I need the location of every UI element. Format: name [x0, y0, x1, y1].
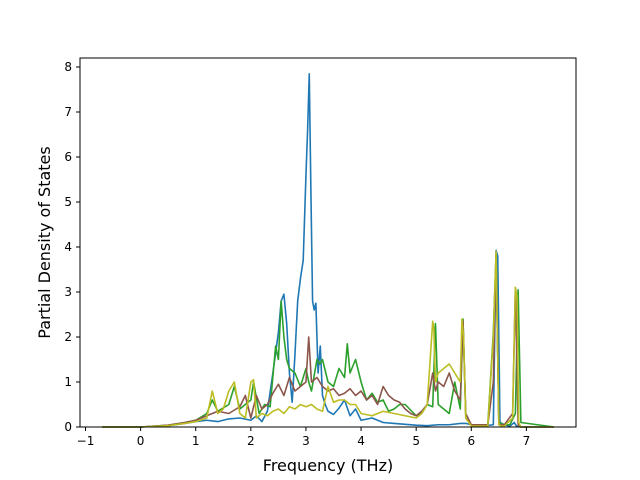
series-line-2	[102, 252, 555, 428]
y-tick-label: 6	[64, 150, 72, 164]
x-axis-label: Frequency (THz)	[263, 456, 393, 475]
y-tick-label: 7	[64, 105, 72, 119]
x-tick-label: −1	[77, 434, 95, 448]
x-tick-label: 5	[412, 434, 420, 448]
x-tick-label: 2	[247, 434, 255, 448]
y-tick-label: 1	[64, 375, 72, 389]
y-axis-ticks: 0 1 2 3 4 5 6 7 8	[64, 60, 80, 434]
x-tick-label: 3	[302, 434, 310, 448]
series-line-3	[102, 255, 554, 428]
x-tick-label: 6	[467, 434, 475, 448]
y-tick-label: 3	[64, 285, 72, 299]
y-tick-label: 4	[64, 240, 72, 254]
series-layer	[102, 72, 555, 428]
series-line-4	[102, 250, 554, 428]
y-tick-label: 5	[64, 195, 72, 209]
x-tick-label: 7	[523, 434, 531, 448]
x-tick-label: 1	[192, 434, 200, 448]
x-tick-label: 4	[357, 434, 365, 448]
y-tick-label: 8	[64, 60, 72, 74]
series-line-1	[102, 72, 554, 428]
x-axis-ticks: −1 0 1 2 3 4 5 6 7	[77, 427, 531, 448]
y-tick-label: 0	[64, 420, 72, 434]
y-tick-label: 2	[64, 330, 72, 344]
plot-frame	[79, 57, 577, 428]
y-axis-label: Partial Density of States	[35, 146, 54, 338]
x-tick-label: 0	[137, 434, 145, 448]
